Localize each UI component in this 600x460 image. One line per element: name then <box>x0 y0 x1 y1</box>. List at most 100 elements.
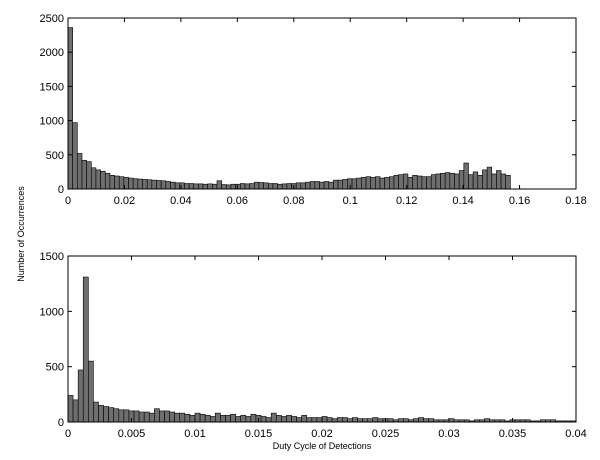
top-histogram-bar <box>444 172 451 190</box>
top-histogram-bar <box>398 174 404 190</box>
top-histogram-bar <box>109 175 115 190</box>
top-histogram-bar <box>258 182 264 190</box>
bottom-histogram-bar <box>326 417 333 423</box>
top-histogram-bar <box>137 178 143 190</box>
top-histogram-bar <box>500 173 507 190</box>
bottom-x-tick-label: 0.04 <box>565 428 586 440</box>
bottom-histogram-bar <box>291 416 297 423</box>
top-histogram-bar <box>356 177 362 190</box>
bottom-x-tick-label: 0 <box>65 428 71 440</box>
top-histogram-bar <box>202 183 208 190</box>
bottom-histogram-bar <box>98 405 104 423</box>
bottom-x-tick-label: 0.02 <box>311 428 332 440</box>
top-histogram-bar <box>244 183 250 190</box>
bottom-histogram-bar <box>194 412 201 423</box>
top-histogram-bar <box>468 174 474 190</box>
bottom-histogram-bar <box>179 412 186 423</box>
bottom-histogram-bar <box>159 410 165 423</box>
top-histogram-bar <box>416 175 423 190</box>
top-histogram-bar <box>142 179 148 190</box>
top-histogram-bar <box>193 183 199 190</box>
bottom-histogram-bar <box>169 411 175 423</box>
top-x-tick-label: 0.08 <box>283 195 304 207</box>
bottom-histogram-bar <box>265 417 272 423</box>
top-histogram-bar <box>421 176 427 190</box>
top-histogram-bar <box>114 175 120 190</box>
bottom-plot-frame <box>67 255 577 423</box>
top-histogram-bar <box>323 181 330 190</box>
bottom-histogram-bar <box>260 416 267 423</box>
top-histogram-bar <box>361 177 367 190</box>
bottom-histogram-bar <box>215 412 221 423</box>
top-histogram-bar <box>486 166 493 190</box>
bottom-histogram-bar <box>88 360 94 423</box>
bottom-histogram-bar <box>199 413 206 423</box>
x-axis-label: Duty Cycle of Detections <box>273 441 372 451</box>
top-histogram-bar <box>90 167 97 190</box>
top-histogram-bar <box>449 172 455 190</box>
bottom-histogram-bars <box>67 276 577 423</box>
top-histogram-bar <box>170 181 176 190</box>
top-histogram-bar <box>365 176 371 190</box>
top-histogram-bar <box>272 183 278 190</box>
top-histogram-bar <box>328 181 334 190</box>
bottom-histogram-bar <box>286 415 292 423</box>
top-histogram-bar <box>463 162 469 190</box>
bottom-histogram-bar <box>418 417 424 423</box>
bottom-histogram-bar <box>148 412 155 423</box>
bottom-histogram-bar <box>118 409 125 423</box>
bottom-histogram-bar <box>174 412 181 423</box>
top-histogram-bar <box>407 177 413 190</box>
top-y-tick-label: 2500 <box>40 13 64 25</box>
top-plot-frame <box>67 17 577 190</box>
top-histogram-bar <box>426 176 432 190</box>
top-histogram-bar <box>337 179 344 190</box>
bottom-histogram-bar <box>164 410 170 423</box>
bottom-histogram-bar <box>245 416 252 423</box>
top-histogram-bar <box>412 175 418 190</box>
top-histogram-bar <box>477 175 483 190</box>
top-histogram-bar <box>333 179 339 190</box>
top-histogram-bar <box>440 172 446 190</box>
top-x-tick-label: 0 <box>65 195 71 207</box>
top-histogram-bar <box>393 175 399 190</box>
top-histogram-bar <box>295 182 302 190</box>
bottom-histogram-bar <box>72 399 79 423</box>
bottom-x-tick-label: 0.03 <box>438 428 459 440</box>
top-histogram-bar <box>375 176 381 190</box>
bottom-histogram-bar <box>184 413 191 423</box>
top-y-tick-label: 1500 <box>40 81 64 93</box>
top-histogram-bar <box>496 170 502 190</box>
top-histogram-bar <box>226 184 232 190</box>
top-histogram-bar <box>77 153 83 190</box>
top-y-tick-label: 1000 <box>40 116 64 128</box>
top-histogram-bar <box>221 184 227 190</box>
top-histogram-bar <box>207 183 213 190</box>
bottom-histogram-bar <box>220 415 226 423</box>
bottom-histogram-bar <box>133 410 140 423</box>
top-histogram-bar <box>267 183 274 190</box>
top-histogram-bar <box>188 183 195 190</box>
bottom-histogram-bar <box>154 408 160 423</box>
bottom-y-tick-label: 500 <box>46 362 64 374</box>
top-histogram-bar <box>351 178 358 190</box>
bottom-x-tick-label: 0.01 <box>184 428 205 440</box>
top-histogram-bar <box>277 183 283 190</box>
bottom-histogram-bar <box>336 417 343 423</box>
top-histogram-bar <box>118 176 125 190</box>
bottom-histogram-bar <box>235 416 242 423</box>
top-x-tick-label: 0.04 <box>170 195 191 207</box>
shared-y-axis-label: Number of Occurrences <box>16 186 26 282</box>
bottom-histogram-bar <box>225 415 231 423</box>
bottom-histogram-bar <box>281 416 287 423</box>
bottom-histogram-bar <box>123 409 130 423</box>
top-histogram-bar <box>314 181 320 190</box>
top-histogram-bar <box>151 179 157 190</box>
top-histogram-bar <box>235 183 241 190</box>
top-axis-ticks: 0 0.02 0.04 0.06 0.08 0.1 0.12 0.14 0.16 0.18 0 500… <box>40 13 587 207</box>
bottom-histogram-bar <box>275 415 282 423</box>
top-histogram-bar <box>384 177 390 190</box>
bottom-histogram-bar <box>93 401 99 423</box>
top-histogram-bar <box>286 183 292 190</box>
bottom-histogram-bar <box>103 406 109 423</box>
